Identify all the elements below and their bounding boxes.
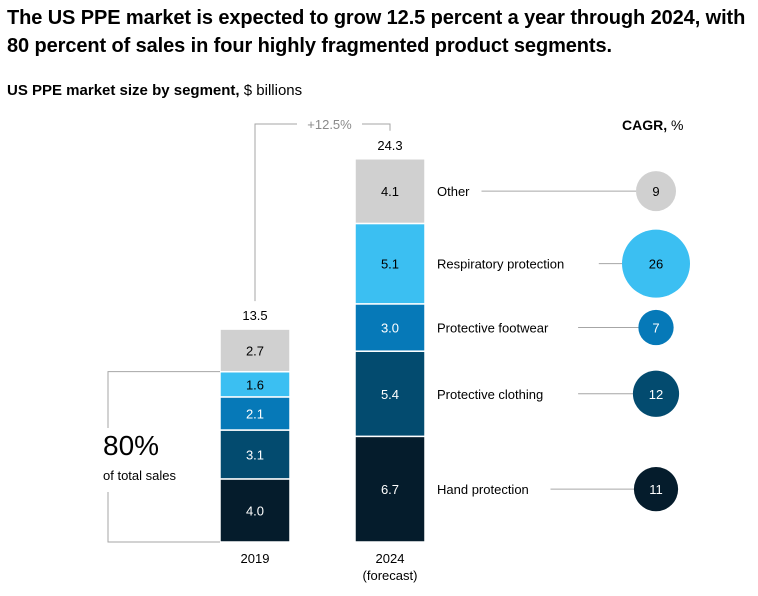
bar-label-respiratory-protection-2024: 5.1 — [381, 257, 399, 272]
bar-label-hand-protection-2019: 4.0 — [246, 503, 264, 518]
bar-protective-footwear-2019 — [219, 396, 291, 431]
cagr-value-protective-clothing: 12 — [649, 387, 663, 402]
cagr-value-respiratory-protection: 26 — [649, 257, 663, 272]
bar-label-other-2019: 2.7 — [246, 343, 264, 358]
x-tick-label-2024: 2024 — [376, 551, 405, 566]
cagr-bubble-protective-clothing — [632, 370, 680, 417]
bar-label-hand-protection-2024: 6.7 — [381, 482, 399, 497]
bar-label-other-2024: 4.1 — [381, 184, 399, 199]
cagr-bubble-respiratory-protection — [622, 229, 690, 298]
bar-total-2024: 24.3 — [377, 138, 402, 153]
cagr-value-other: 9 — [652, 184, 659, 199]
bar-total-2019: 13.5 — [242, 308, 267, 323]
share-callout-label: of total sales — [103, 468, 176, 483]
cagr-bubble-other — [635, 171, 677, 212]
share-callout-value: 80% — [103, 430, 159, 461]
x-tick-label-2019: 2019 — [241, 551, 270, 566]
bar-protective-clothing-2019 — [219, 429, 291, 480]
legend-label-protective-clothing: Protective clothing — [437, 387, 543, 402]
subtitle-units: $ billions — [239, 82, 303, 99]
growth-rate-label: +12.5% — [307, 117, 352, 132]
share-bracket-bottom — [107, 492, 220, 543]
legend-label-protective-footwear: Protective footwear — [437, 321, 549, 336]
bar-respiratory-protection-2019 — [219, 370, 291, 398]
bar-label-protective-clothing-2019: 3.1 — [246, 447, 264, 462]
share-bracket-top — [107, 371, 220, 428]
cagr-bubble-hand-protection — [633, 467, 679, 512]
bar-hand-protection-2024 — [354, 435, 426, 543]
legend-label-hand-protection: Hand protection — [437, 482, 529, 497]
subtitle-bold: US PPE market size by segment, — [7, 82, 240, 99]
bar-hand-protection-2019 — [219, 478, 291, 543]
bar-label-protective-footwear-2019: 2.1 — [246, 406, 264, 421]
chart-subtitle: US PPE market size by segment, $ billion… — [7, 81, 302, 101]
x-tick-sublabel-2024: (forecast) — [363, 568, 418, 583]
chart-title: The US PPE market is expected to grow 12… — [7, 7, 746, 57]
cagr-header-units: % — [667, 117, 683, 133]
cagr-bubble-protective-footwear — [638, 309, 674, 346]
cagr-value-hand-protection: 11 — [649, 482, 663, 497]
legend-label-respiratory-protection: Respiratory protection — [437, 257, 564, 272]
growth-bracket-left — [254, 123, 297, 302]
cagr-value-protective-footwear: 7 — [652, 321, 659, 336]
bar-label-protective-clothing-2024: 5.4 — [381, 387, 399, 402]
bar-other-2019 — [219, 328, 291, 373]
cagr-header-bold: CAGR, — [622, 117, 667, 133]
growth-bracket-right — [362, 123, 391, 131]
bar-label-respiratory-protection-2019: 1.6 — [246, 377, 264, 392]
bar-label-protective-footwear-2024: 3.0 — [381, 321, 399, 336]
legend-label-other: Other — [437, 184, 470, 199]
bar-other-2024 — [354, 158, 426, 225]
cagr-header: CAGR, % — [622, 117, 683, 133]
